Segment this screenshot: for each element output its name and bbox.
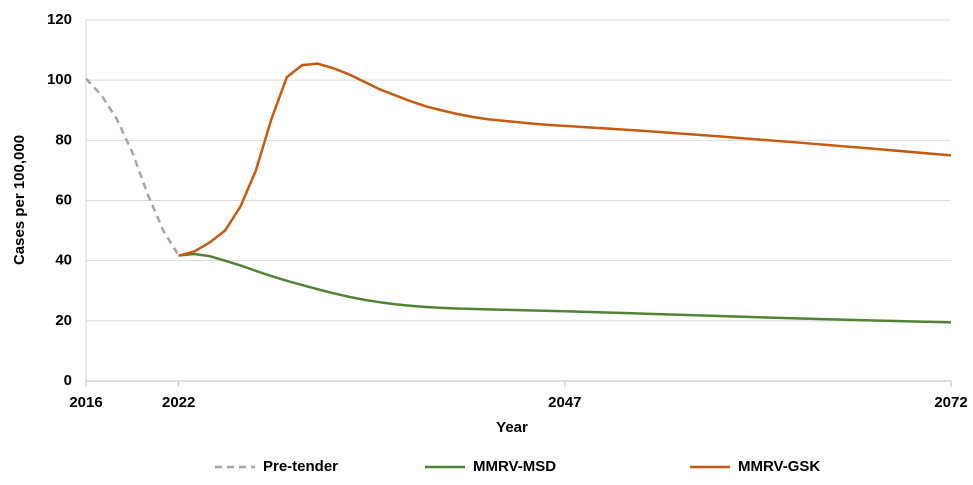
- y-tick-label: 20: [55, 312, 72, 329]
- x-tick-label: 2022: [162, 394, 195, 411]
- x-axis-title: Year: [496, 419, 528, 436]
- x-tick-label: 2072: [934, 394, 967, 411]
- series-line: [178, 252, 952, 324]
- series-line: [178, 62, 952, 257]
- x-tick-label: 2047: [548, 394, 581, 411]
- y-tick-label: 80: [55, 131, 72, 148]
- legend-label: MMRV-MSD: [473, 458, 556, 475]
- x-tick-label: 2016: [69, 394, 102, 411]
- series-line: [85, 77, 180, 257]
- y-tick-label: 0: [64, 372, 72, 389]
- y-tick-label: 100: [47, 71, 72, 88]
- y-tick-label: 120: [47, 11, 72, 28]
- y-axis-title: Cases per 100,000: [11, 135, 28, 265]
- y-tick-label: 40: [55, 252, 72, 269]
- legend-label: Pre-tender: [263, 458, 338, 475]
- y-tick-label: 60: [55, 191, 72, 208]
- legend-label: MMRV-GSK: [738, 458, 820, 475]
